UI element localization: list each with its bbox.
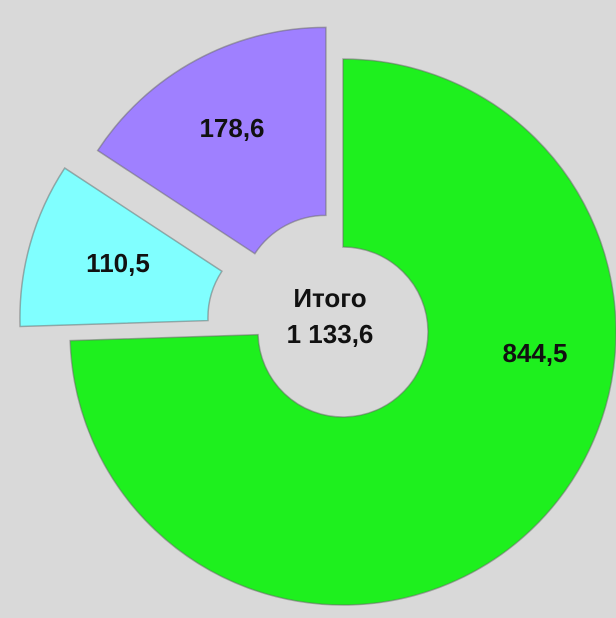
donut-slice bbox=[69, 58, 616, 606]
data-label: 110,5 bbox=[86, 248, 150, 278]
data-label: 178,6 bbox=[199, 113, 264, 143]
donut-slice bbox=[96, 26, 327, 255]
center-title: Итого bbox=[293, 283, 366, 313]
data-label: 844,5 bbox=[502, 338, 567, 368]
center-total: 1 133,6 bbox=[287, 319, 374, 349]
donut-slice bbox=[19, 167, 223, 328]
